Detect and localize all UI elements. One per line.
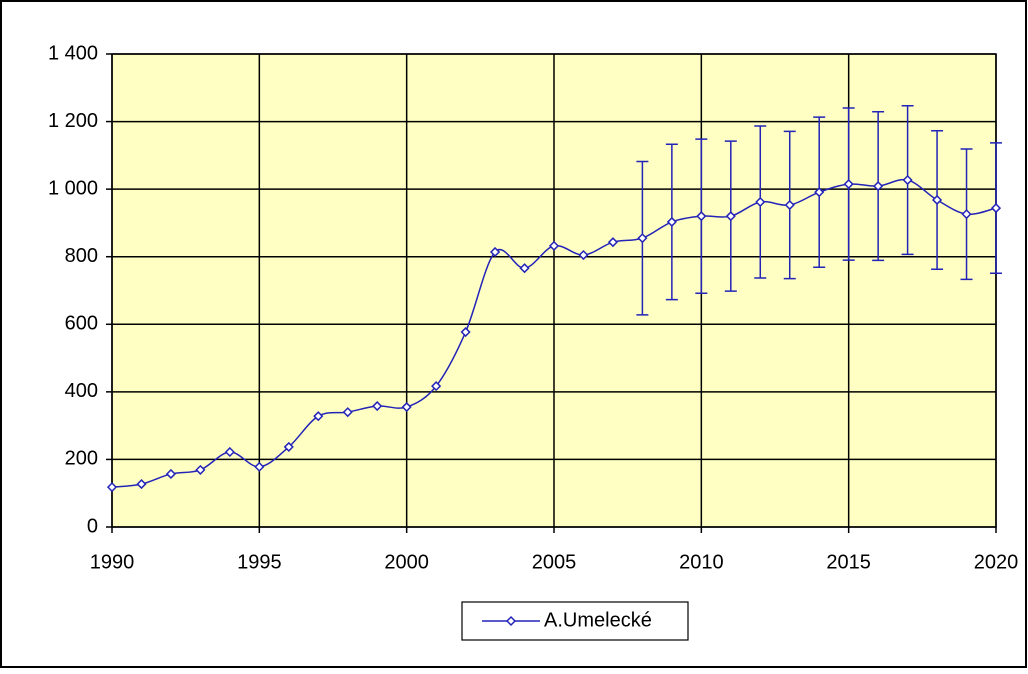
data-point: [313, 411, 324, 422]
data-point: [666, 216, 677, 227]
y-tick-label: 400: [65, 380, 98, 402]
data-point: [460, 326, 471, 338]
data-point: [990, 203, 1002, 214]
data-point: [578, 249, 589, 261]
x-tick-label: 1995: [237, 551, 282, 573]
data-point: [195, 464, 206, 475]
data-point: [961, 209, 972, 220]
data-point: [637, 233, 648, 244]
data-point: [490, 246, 501, 258]
data-point: [607, 237, 618, 248]
data-point: [401, 402, 412, 413]
y-tick-label: 1 200: [48, 110, 98, 132]
data-point: [725, 211, 736, 222]
y-tick-label: 800: [65, 245, 98, 267]
y-tick-label: 600: [65, 313, 98, 335]
y-tick-label: 1 000: [48, 177, 98, 199]
data-point: [696, 211, 707, 222]
data-point: [932, 194, 943, 206]
x-tick-label: 2015: [826, 551, 871, 573]
data-point: [784, 199, 795, 211]
y-tick-label: 1 400: [48, 42, 98, 64]
plot-border: [111, 53, 997, 528]
x-tick-label: 1990: [90, 551, 135, 573]
data-point: [843, 179, 854, 190]
data-point: [283, 441, 294, 452]
legend-marker: [505, 615, 517, 627]
data-point: [873, 181, 884, 192]
y-tick-label: 0: [87, 515, 98, 537]
data-point: [814, 187, 825, 198]
x-tick-label: 2005: [532, 551, 577, 573]
x-tick-label: 2010: [679, 551, 724, 573]
data-point: [902, 174, 913, 186]
data-point: [755, 196, 766, 208]
legend-label: A.Umelecké: [544, 609, 652, 631]
data-point: [372, 400, 383, 412]
data-point: [519, 263, 530, 274]
data-point: [106, 482, 118, 493]
data-point: [431, 381, 442, 392]
data-point: [548, 240, 560, 251]
x-tick-label: 2000: [384, 551, 429, 573]
data-point: [254, 461, 265, 472]
x-tick-label: 2020: [974, 551, 1019, 573]
y-tick-label: 200: [65, 448, 98, 470]
data-point: [136, 479, 147, 490]
data-point: [165, 468, 176, 480]
data-point: [342, 407, 353, 418]
data-point: [224, 446, 235, 458]
